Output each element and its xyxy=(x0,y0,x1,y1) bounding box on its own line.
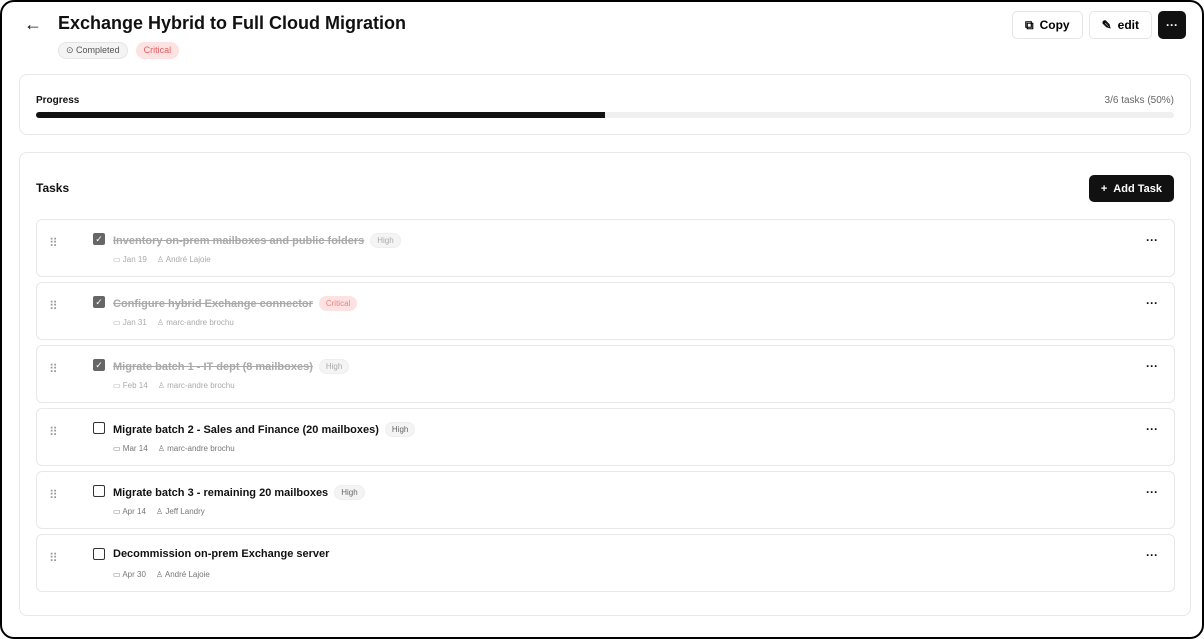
tasks-heading: Tasks xyxy=(36,181,70,195)
task-due-date: Jan 19 xyxy=(122,255,147,264)
user-icon: ♙ xyxy=(155,570,165,579)
more-options-button[interactable]: ··· xyxy=(1158,11,1186,39)
task-due-date: Apr 14 xyxy=(122,507,146,516)
calendar-icon: ▭ xyxy=(113,318,123,327)
task-assignee: marc-andre brochu xyxy=(167,381,235,390)
plus-icon: + xyxy=(1100,182,1108,195)
task-assignee: André Lajoie xyxy=(165,255,211,264)
task-row[interactable]: ⠿ ✓ Migrate batch 1 - IT dept (8 mailbox… xyxy=(36,345,1175,403)
task-checkbox[interactable]: ✓ xyxy=(93,296,105,308)
drag-handle-icon[interactable]: ⠿ xyxy=(49,236,58,250)
drag-handle-icon[interactable]: ⠿ xyxy=(49,551,58,565)
task-checkbox[interactable] xyxy=(93,485,105,497)
check-circle-icon: ⊙ xyxy=(66,45,77,55)
task-due-date: Apr 30 xyxy=(122,570,146,579)
user-icon: ♙ xyxy=(156,318,167,327)
calendar-icon: ▭ xyxy=(113,570,123,579)
task-assignee: André Lajoie xyxy=(164,570,210,579)
task-assignee: Jeff Landry xyxy=(165,507,205,516)
progress-bar xyxy=(36,112,1174,118)
copy-button[interactable]: ⧉ Copy xyxy=(1012,11,1083,39)
priority-badge: Critical xyxy=(135,42,180,59)
task-row[interactable]: ⠿ Migrate batch 3 - remaining 20 mailbox… xyxy=(36,471,1175,529)
user-icon: ♙ xyxy=(157,444,168,453)
calendar-icon: ▭ xyxy=(113,255,123,264)
copy-icon: ⧉ xyxy=(1025,17,1034,32)
task-title: Migrate batch 3 - remaining 20 mailboxes xyxy=(113,486,329,499)
task-title: Configure hybrid Exchange connector xyxy=(113,297,313,310)
progress-label: Progress xyxy=(36,95,80,106)
task-checkbox[interactable] xyxy=(93,422,105,434)
edit-button[interactable]: ✎ edit xyxy=(1088,11,1152,39)
task-assignee: marc-andre brochu xyxy=(166,318,234,327)
task-title: Migrate batch 1 - IT dept (8 mailboxes) xyxy=(113,360,313,373)
calendar-icon: ▭ xyxy=(113,507,123,516)
task-more-button[interactable]: ··· xyxy=(1146,422,1158,436)
task-due-date: Jan 31 xyxy=(122,318,147,327)
add-task-button[interactable]: + Add Task xyxy=(1088,175,1174,202)
task-priority-badge: High xyxy=(370,233,401,248)
task-more-button[interactable]: ··· xyxy=(1146,233,1158,247)
progress-summary: 3/6 tasks (50%) xyxy=(1104,95,1174,106)
task-priority-badge: High xyxy=(334,485,365,500)
calendar-icon: ▭ xyxy=(113,444,123,453)
task-assignee: marc-andre brochu xyxy=(167,444,235,453)
task-more-button[interactable]: ··· xyxy=(1146,296,1158,310)
page-title: Exchange Hybrid to Full Cloud Migration xyxy=(58,13,407,33)
drag-handle-icon[interactable]: ⠿ xyxy=(49,299,58,313)
task-row[interactable]: ⠿ ✓ Inventory on-prem mailboxes and publ… xyxy=(36,219,1175,277)
task-row[interactable]: ⠿ ✓ Configure hybrid Exchange connector C… xyxy=(36,282,1175,340)
task-priority-badge: High xyxy=(318,359,350,374)
task-more-button[interactable]: ··· xyxy=(1146,485,1158,499)
drag-handle-icon[interactable]: ⠿ xyxy=(49,488,58,502)
task-priority-badge: High xyxy=(384,422,416,437)
task-checkbox[interactable] xyxy=(93,548,105,560)
edit-icon: ✎ xyxy=(1101,18,1112,32)
calendar-icon: ▭ xyxy=(113,381,123,390)
task-due-date: Feb 14 xyxy=(122,381,148,390)
task-row[interactable]: ⠿ Decommission on-prem Exchange server ▭… xyxy=(36,534,1175,592)
task-checkbox[interactable]: ✓ xyxy=(93,359,105,371)
task-checkbox[interactable]: ✓ xyxy=(93,233,105,245)
task-more-button[interactable]: ··· xyxy=(1146,359,1158,373)
tasks-card: Tasks + Add Task ⠿ ✓ Inventory on-prem ma… xyxy=(19,152,1191,616)
task-priority-badge: Critical xyxy=(318,296,358,311)
back-arrow-icon[interactable]: ← xyxy=(24,14,42,34)
progress-fill xyxy=(36,112,605,118)
task-title: Migrate batch 2 - Sales and Finance (20 … xyxy=(113,423,379,436)
task-row[interactable]: ⠿ Migrate batch 2 - Sales and Finance (2… xyxy=(36,408,1175,466)
drag-handle-icon[interactable]: ⠿ xyxy=(49,425,58,439)
user-icon: ♙ xyxy=(157,381,168,390)
task-due-date: Mar 14 xyxy=(122,444,148,453)
drag-handle-icon[interactable]: ⠿ xyxy=(49,362,58,376)
progress-card: Progress 3/6 tasks (50%) xyxy=(19,74,1191,135)
user-icon: ♙ xyxy=(155,507,166,516)
task-title: Decommission on-prem Exchange server xyxy=(113,548,330,560)
task-more-button[interactable]: ··· xyxy=(1146,548,1158,562)
task-title: Inventory on-prem mailboxes and public f… xyxy=(113,234,365,247)
user-icon: ♙ xyxy=(156,255,166,264)
status-badge: ⊙ Completed xyxy=(58,42,128,59)
